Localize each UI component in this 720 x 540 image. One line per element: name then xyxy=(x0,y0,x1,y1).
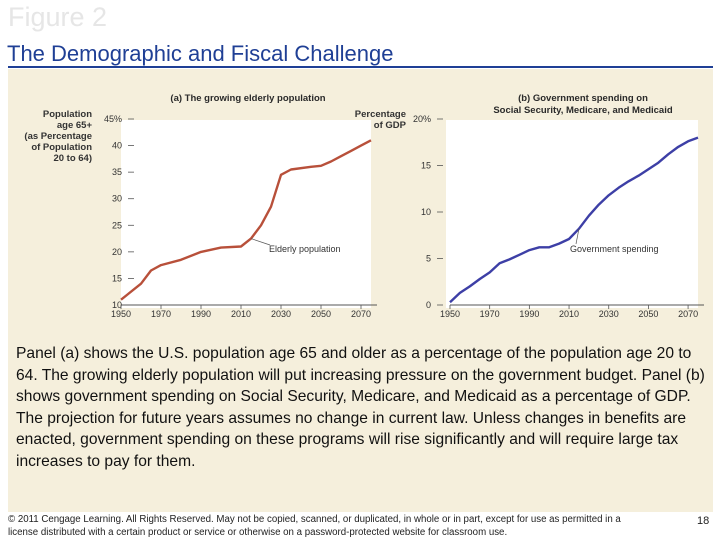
chart-b-series-line xyxy=(449,136,699,304)
title-rule xyxy=(8,66,713,68)
chart-b-title: Social Security, Medicare, and Medicaid xyxy=(493,105,673,116)
chart-a-x-tick-label: 1990 xyxy=(191,309,211,319)
chart-b-y-tick-label: 10 xyxy=(421,207,431,217)
chart-a-y-axis-label: (as Percentage xyxy=(24,131,92,142)
figure-panel: 10 15 20 25 30 35 40 45% 1950 1970 1990 2010 2030 205… xyxy=(8,69,713,512)
chart-b-y-tick-label: 15 xyxy=(421,161,431,171)
slide-title: The Demographic and Fiscal Challenge xyxy=(7,41,394,66)
chart-a-series-line xyxy=(120,139,372,301)
chart-a-x-tick-label: 1950 xyxy=(111,309,131,319)
copyright-footer: © 2011 Cengage Learning. All Rights Rese… xyxy=(8,514,621,538)
chart-b-x-tick-label: 1990 xyxy=(519,309,539,319)
chart-a-x-tick-label: 2010 xyxy=(231,309,251,319)
chart-a-y-tick-label: 10 xyxy=(112,300,122,310)
figure-caption: Panel (a) shows the U.S. population age … xyxy=(16,345,705,470)
chart-a-x-tick-label: 2050 xyxy=(311,309,331,319)
chart-a-y-tick-label: 40 xyxy=(112,141,122,151)
chart-a-y-tick-label: 35 xyxy=(112,167,122,177)
chart-a-y-axis-label: of Population xyxy=(31,142,92,153)
chart-a-y-tick-label: 25 xyxy=(112,220,122,230)
chart-b-y-tick-label: 5 xyxy=(426,254,431,264)
chart-b-x-tick-label: 2030 xyxy=(599,309,619,319)
chart-b-plot-area xyxy=(446,120,698,308)
ghost-title: Figure 2 xyxy=(8,2,108,32)
chart-a-y-axis-label: 20 to 64) xyxy=(53,153,92,164)
chart-a-x-tick-label: 2030 xyxy=(271,309,291,319)
chart-a-y-axis-label: Population xyxy=(43,109,92,120)
chart-a-y-tick-label: 45% xyxy=(104,114,122,124)
chart-b-y-axis-label: of GDP xyxy=(374,120,407,131)
chart-a-y-tick-label: 20 xyxy=(112,247,122,257)
chart-a-x-tick-label: 2070 xyxy=(351,309,371,319)
chart-a-y-tick-label: 30 xyxy=(112,194,122,204)
chart-a-y-tick-label: 15 xyxy=(112,273,122,283)
chart-b-y-axis-label: Percentage xyxy=(355,109,406,120)
chart-b-x-tick-label: 2050 xyxy=(638,309,658,319)
chart-a: 10 15 20 25 30 35 40 45% 1950 1970 1990 2010 2030 205… xyxy=(24,93,377,319)
chart-b-y-tick-label: 0 xyxy=(426,300,431,310)
chart-b-title: (b) Government spending on xyxy=(518,93,648,104)
chart-b-annotation: Government spending xyxy=(570,244,659,254)
page-number: 18 xyxy=(697,515,710,527)
chart-a-annotation-leader xyxy=(250,238,271,246)
figure-charts: 10 15 20 25 30 35 40 45% 1950 1970 1990 2010 2030 205… xyxy=(24,93,704,319)
chart-a-x-tick-label: 1970 xyxy=(151,309,171,319)
chart-a-y-axis-label: age 65+ xyxy=(57,120,93,131)
chart-b-x-tick-label: 2010 xyxy=(559,309,579,319)
chart-b-x-tick-label: 1970 xyxy=(480,309,500,319)
chart-a-title: (a) The growing elderly population xyxy=(170,93,325,104)
chart-b-x-tick-label: 1950 xyxy=(440,309,460,319)
chart-b: 0 5 10 15 20% 1950 1970 1990 2010 2030 2050 2070 (b)… xyxy=(355,93,704,319)
chart-a-annotation: Elderly population xyxy=(269,244,341,254)
chart-b-annotation-leader xyxy=(575,228,580,245)
chart-b-x-tick-label: 2070 xyxy=(678,309,698,319)
chart-a-plot-area xyxy=(121,120,371,308)
chart-b-y-tick-label: 20% xyxy=(413,114,431,124)
